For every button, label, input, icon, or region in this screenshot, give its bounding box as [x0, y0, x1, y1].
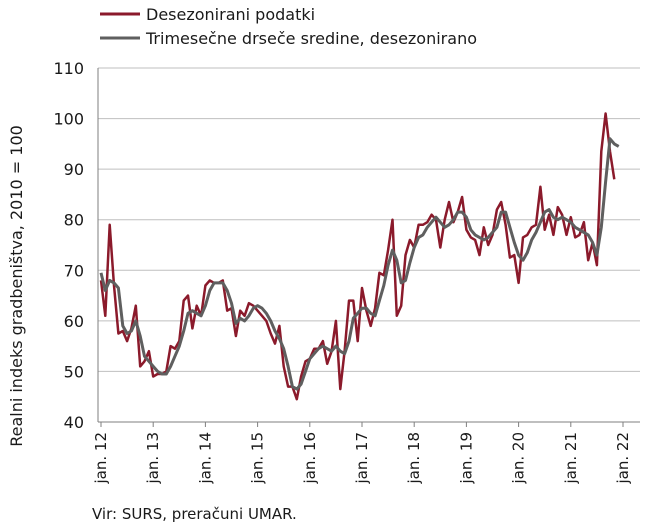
y-axis-title: Realni indeks gradbeništva, 2010 = 100 — [7, 125, 26, 447]
x-tick-label: jan. 13 — [144, 432, 162, 485]
x-axis-ticks: jan. 12 jan. 13 jan. 14 jan. 15 jan. 16 jan. … — [92, 422, 632, 485]
y-tick-label: 80 — [64, 211, 84, 230]
series-layer — [99, 112, 620, 401]
x-tick-label: jan. 21 — [562, 432, 580, 485]
y-tick-label: 100 — [53, 110, 84, 129]
y-tick-label: 40 — [64, 413, 84, 432]
x-tick-label: jan. 15 — [249, 432, 267, 485]
series-line-2 — [99, 137, 620, 391]
series-line-1 — [99, 112, 616, 401]
y-tick-label: 70 — [64, 261, 84, 280]
x-tick-label: jan. 22 — [614, 432, 632, 485]
x-tick-label: jan. 20 — [510, 432, 528, 485]
x-tick-label: jan. 14 — [196, 432, 214, 485]
y-tick-label: 90 — [64, 160, 84, 179]
x-tick-label: jan. 17 — [353, 432, 371, 485]
y-tick-label: 50 — [64, 362, 84, 381]
legend-label: Desezonirani podatki — [146, 5, 315, 24]
legend-label: Trimesečne drseče sredine, desezonirano — [145, 29, 477, 48]
x-tick-label: jan. 19 — [457, 432, 475, 485]
y-tick-label: 60 — [64, 312, 84, 331]
axes — [97, 68, 640, 423]
legend: Desezonirani podatki Trimesečne drseče sr… — [100, 5, 477, 48]
y-tick-label: 110 — [53, 59, 84, 78]
x-tick-label: jan. 12 — [92, 432, 110, 485]
x-tick-label: jan. 16 — [301, 432, 319, 485]
x-tick-label: jan. 18 — [405, 432, 423, 485]
source-note: Vir: SURS, preračuni UMAR. — [92, 505, 297, 523]
grid-lines — [98, 67, 640, 372]
y-axis-ticks: 40 50 60 70 80 90 100 110 — [53, 59, 84, 432]
